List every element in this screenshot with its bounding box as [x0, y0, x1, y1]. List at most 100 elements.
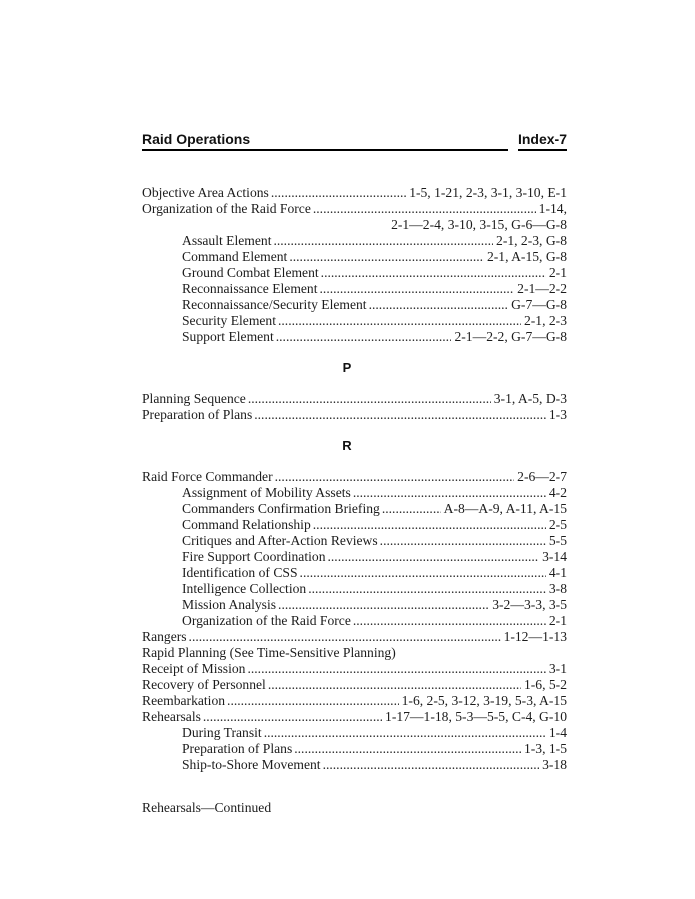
dot-leader	[278, 597, 489, 613]
index-entry: Command Element 2-1, A-15, G-8	[142, 249, 567, 265]
entry-pages: 3-14	[542, 549, 567, 564]
entry-pages: 2-1—2-2, G-7—G-8	[454, 329, 567, 344]
dot-leader	[321, 265, 546, 281]
index-entry: Reconnaissance/Security Element G-7—G-8	[142, 297, 567, 313]
index-entry: Command Relationship 2-5	[142, 517, 567, 533]
index-entry: Planning Sequence 3-1, A-5, D-3	[142, 391, 567, 407]
entry-pages: 3-1, A-5, D-3	[493, 391, 567, 406]
dot-leader	[268, 677, 521, 693]
entry-pages: 1-3	[548, 407, 567, 422]
entry-label: Critiques and After-Action Reviews	[182, 533, 378, 548]
entry-label: Ship-to-Shore Movement	[182, 757, 321, 772]
index-entry: Security Element 2-1, 2-3	[142, 313, 567, 329]
entry-label: Command Element	[182, 249, 288, 264]
entry-pages: 4-1	[548, 565, 567, 580]
entry-label: Support Element	[182, 329, 274, 344]
entry-pages: 3-1	[548, 661, 567, 676]
index-entry: Commanders Confirmation Briefing A-8—A-9,…	[142, 501, 567, 517]
entry-label: Rapid Planning (See Time-Sensitive Plann…	[142, 645, 396, 660]
dot-leader	[275, 469, 515, 485]
entry-pages: G-7—G-8	[511, 297, 567, 312]
entry-label: Intelligence Collection	[182, 581, 307, 596]
header-title: Raid Operations	[142, 131, 508, 151]
entry-label: During Transit	[182, 725, 262, 740]
entry-label: Mission Analysis	[182, 597, 277, 612]
entry-pages: 4-2	[548, 485, 567, 500]
dot-leader	[271, 185, 406, 201]
entry-label: Raid Force Commander	[142, 469, 273, 484]
dot-leader	[264, 725, 546, 741]
index-entry: Rangers 1-12—1-13	[142, 629, 567, 645]
header-page-number: Index-7	[517, 131, 567, 151]
entry-label: Security Element	[182, 313, 276, 328]
entry-label: Command Relationship	[182, 517, 311, 532]
entry-label: Reconnaissance Element	[182, 281, 318, 296]
dot-leader	[380, 533, 546, 549]
entry-label: Organization of the Raid Force	[142, 201, 311, 216]
index-entry: Receipt of Mission 3-1	[142, 661, 567, 677]
entry-pages: A-8—A-9, A-11, A-15	[443, 501, 567, 516]
entry-pages: 2-1, A-15, G-8	[486, 249, 567, 264]
dot-leader	[289, 249, 484, 265]
index-entry: Assault Element 2-1, 2-3, G-8	[142, 233, 567, 249]
dot-leader	[313, 517, 546, 533]
dot-leader	[308, 581, 546, 597]
running-header: Raid Operations Index-7	[142, 131, 567, 151]
dot-leader	[323, 757, 540, 773]
dot-leader	[382, 501, 441, 517]
index-list: Objective Area Actions 1-5, 1-21, 2-3, 3-…	[142, 185, 567, 773]
entry-pages: 1-6, 2-5, 3-12, 3-19, 5-3, A-15	[401, 693, 567, 708]
dot-leader	[227, 693, 399, 709]
dot-leader	[278, 313, 521, 329]
entry-label: Preparation of Plans	[182, 741, 293, 756]
entry-label: Recovery of Personnel	[142, 677, 266, 692]
index-entry: Ground Combat Element 2-1	[142, 265, 567, 281]
entry-label: Reconnaissance/Security Element	[182, 297, 367, 312]
index-entry: Organization of the Raid Force 1-14,	[142, 201, 567, 217]
entry-pages: 3-18	[542, 757, 567, 772]
entry-pages: 1-14,	[538, 201, 567, 216]
index-entry: Reembarkation 1-6, 2-5, 3-12, 3-19, 5-3, …	[142, 693, 567, 709]
entry-label: Assignment of Mobility Assets	[182, 485, 351, 500]
section-letter: R	[342, 438, 352, 453]
dot-leader	[189, 629, 501, 645]
section-letter: P	[342, 360, 352, 375]
entry-pages: 2-1—2-4, 3-10, 3-15, G-6—G-8	[391, 217, 567, 232]
index-entry: Raid Force Commander 2-6—2-7	[142, 469, 567, 485]
dot-leader	[294, 741, 521, 757]
index-entry: Recovery of Personnel 1-6, 5-2	[142, 677, 567, 693]
entry-pages: 2-1, 2-3	[523, 313, 567, 328]
index-entry: Intelligence Collection 3-8	[142, 581, 567, 597]
dot-leader	[353, 613, 546, 629]
dot-leader	[248, 391, 491, 407]
dot-leader	[300, 565, 546, 581]
entry-pages: 3-2—3-3, 3-5	[492, 597, 567, 612]
dot-leader	[328, 549, 540, 565]
entry-pages: 2-5	[548, 517, 567, 532]
index-entry: Assignment of Mobility Assets 4-2	[142, 485, 567, 501]
dot-leader	[254, 407, 546, 423]
index-entry-continuation: 2-1—2-4, 3-10, 3-15, G-6—G-8	[142, 217, 567, 233]
dot-leader	[313, 201, 536, 217]
entry-pages: 2-6—2-7	[517, 469, 567, 484]
entry-label: Planning Sequence	[142, 391, 246, 406]
dot-leader	[276, 329, 452, 345]
dot-leader	[273, 233, 493, 249]
entry-pages: 1-12—1-13	[503, 629, 567, 644]
index-entry: Ship-to-Shore Movement 3-18	[142, 757, 567, 773]
index-entry: Objective Area Actions 1-5, 1-21, 2-3, 3-…	[142, 185, 567, 201]
index-entry: Rapid Planning (See Time-Sensitive Plann…	[142, 645, 567, 661]
entry-label: Fire Support Coordination	[182, 549, 326, 564]
dot-leader	[369, 297, 509, 313]
index-entry: Fire Support Coordination 3-14	[142, 549, 567, 565]
entry-pages: 2-1, 2-3, G-8	[496, 233, 567, 248]
entry-label: Ground Combat Element	[182, 265, 319, 280]
entry-label: Preparation of Plans	[142, 407, 253, 422]
entry-pages: 1-17—1-18, 5-3—5-5, C-4, G-10	[385, 709, 567, 724]
entry-pages: 2-1—2-2	[517, 281, 567, 296]
dot-leader	[353, 485, 546, 501]
index-entry: Mission Analysis 3-2—3-3, 3-5	[142, 597, 567, 613]
entry-pages: 5-5	[548, 533, 567, 548]
entry-label: Organization of the Raid Force	[182, 613, 351, 628]
